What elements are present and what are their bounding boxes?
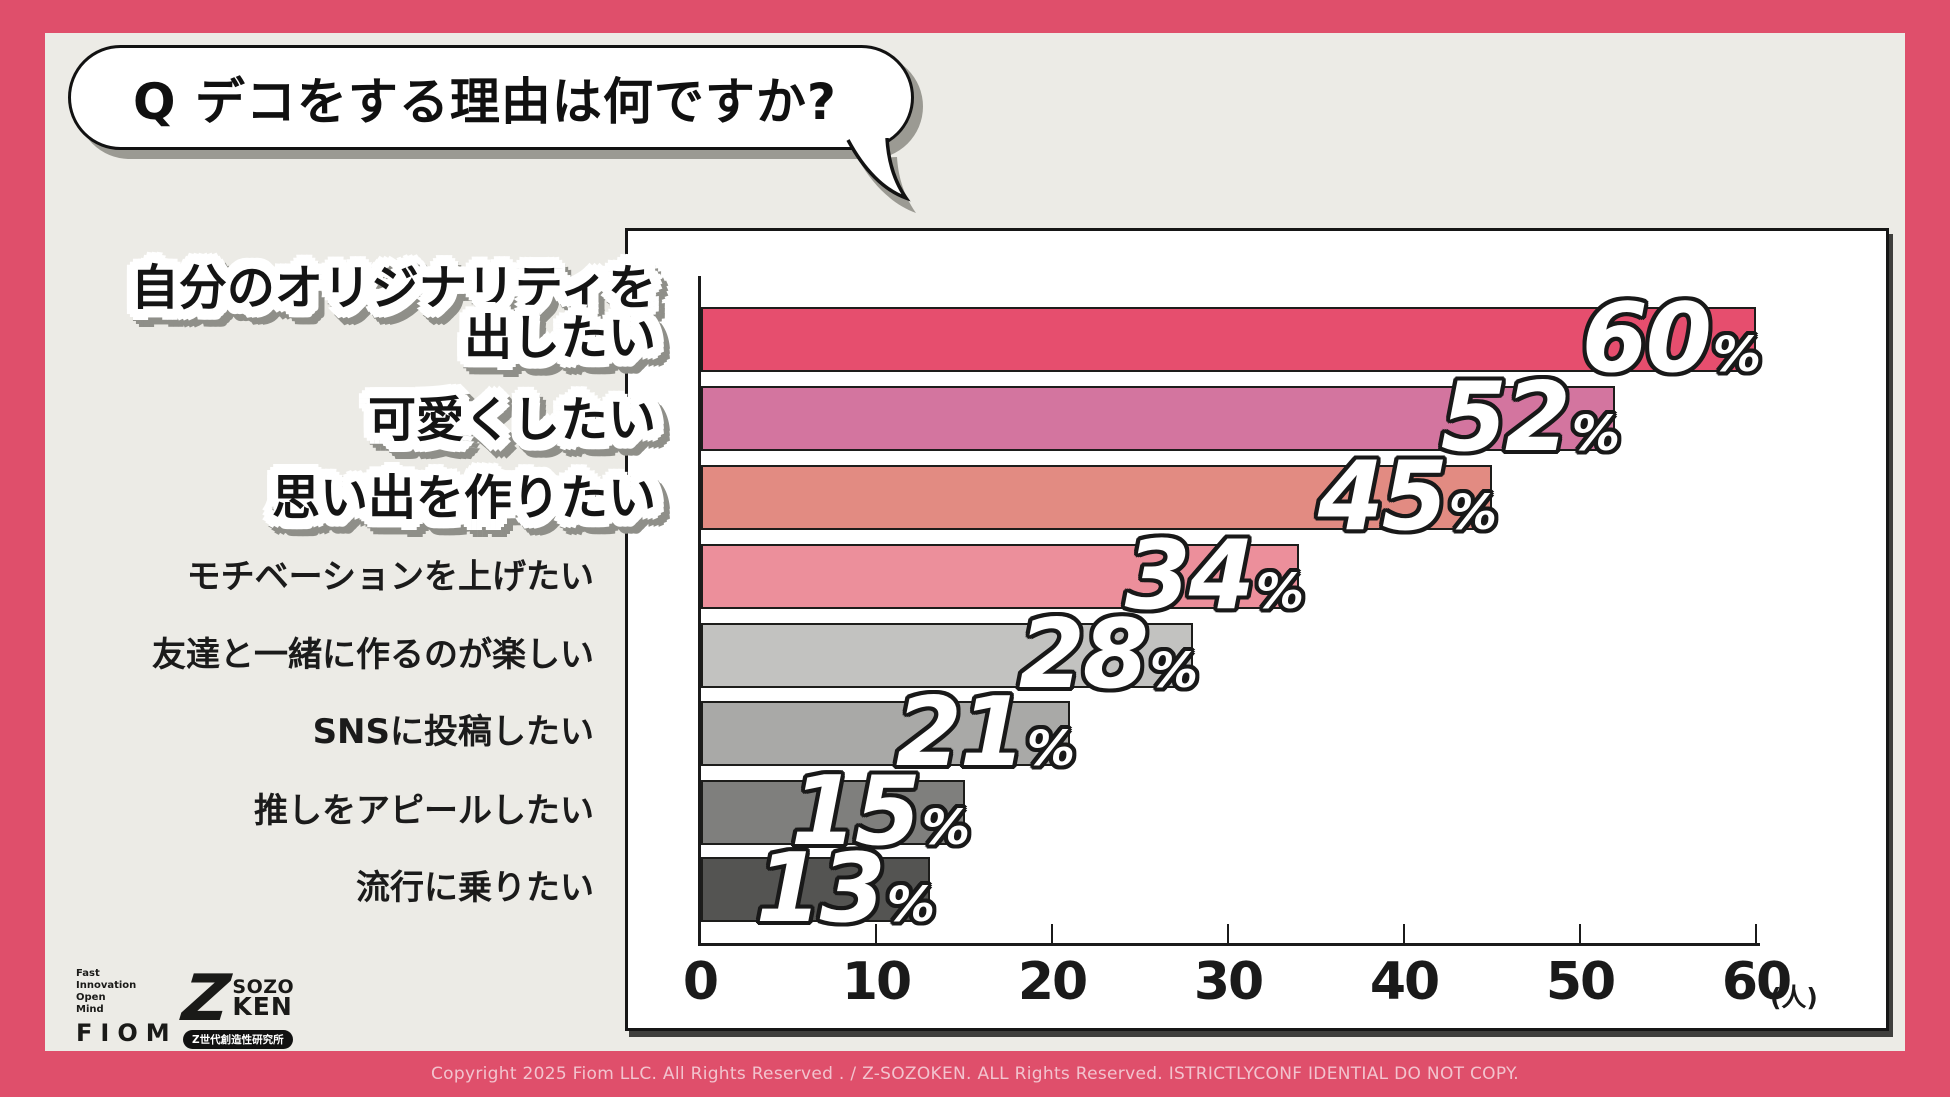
fiom-tagline: Fast Innovation Open Mind	[76, 968, 137, 1015]
axis-tick	[1755, 924, 1757, 943]
chart-bar-trend: 13%	[701, 842, 935, 937]
axis-tick-label: 0	[682, 952, 719, 1012]
sozoken-logo: Z SOZO KEN Z世代創造性研究所	[179, 962, 295, 1049]
axis-tick	[1403, 924, 1405, 943]
axis-tick	[1051, 924, 1053, 943]
fiom-wordmark: FIOM	[76, 1019, 178, 1047]
category-label-sticker: 思い出を作りたい	[271, 470, 656, 526]
category-label-sticker: 自分のオリジナリティを	[130, 260, 656, 316]
sozoken-name-bottom: KEN	[232, 992, 293, 1021]
speech-tail-icon	[846, 138, 916, 213]
category-label: SNSに投稿したい	[312, 712, 594, 752]
chart-bar-cute: 52%	[701, 371, 1620, 466]
chart-bar-originality: 60%	[701, 292, 1761, 387]
chart-bar-friends: 28%	[701, 608, 1198, 703]
category-label: 友達と一緒に作るのが楽しい	[152, 635, 594, 675]
axis-tick	[1227, 924, 1229, 943]
bar-value-label: 34%	[1124, 521, 1304, 631]
bar-value-label: 15%	[790, 757, 970, 867]
question-bubble: Q デコをする理由は何ですか?	[68, 45, 914, 150]
sozoken-name-top: SOZO	[232, 976, 295, 998]
chart-bar-memories: 45%	[701, 450, 1497, 545]
chart-bar-motivation: 34%	[701, 529, 1304, 624]
axis-tick-label: 20	[1017, 952, 1088, 1012]
axis-tick	[875, 924, 877, 943]
y-axis-line	[698, 276, 701, 945]
x-axis-line	[698, 943, 1760, 946]
axis-tick	[1579, 924, 1581, 943]
category-label-sticker: 可愛くしたい	[367, 392, 656, 448]
bar-value-label: 52%	[1440, 363, 1620, 473]
category-label: モチベーションを上げたい	[186, 557, 594, 597]
axis-tick-label: 10	[841, 952, 912, 1012]
question-text: Q デコをする理由は何ですか?	[133, 72, 837, 131]
bar-value-label: 13%	[755, 834, 935, 944]
fiom-logo: Fast Innovation Open Mind FIOM	[76, 968, 178, 1047]
axis-unit-label: (人)	[1770, 983, 1818, 1012]
category-label: 流行に乗りたい	[356, 868, 594, 908]
axis-tick-label: 40	[1369, 952, 1440, 1012]
bar-value-label: 60%	[1581, 284, 1761, 394]
category-label: 推しをアピールしたい	[254, 791, 594, 831]
category-label-sticker: 出したい	[463, 310, 656, 366]
axis-tick-label: 60	[1721, 952, 1792, 1012]
bar-value-label: 45%	[1317, 442, 1497, 552]
chart-bar-sns: 21%	[701, 686, 1075, 781]
copyright-text: Copyright 2025 Fiom LLC. All Rights Rese…	[431, 1064, 1519, 1084]
sozoken-z-mark-icon: Z	[179, 962, 234, 1036]
axis-tick-label: 30	[1193, 952, 1264, 1012]
chart-bar-oshi: 15%	[701, 765, 970, 860]
bar-value-label: 21%	[895, 678, 1075, 788]
sozoken-badge: Z世代創造性研究所	[183, 1030, 293, 1049]
axis-tick-label: 50	[1545, 952, 1616, 1012]
bar-value-label: 28%	[1018, 600, 1198, 710]
